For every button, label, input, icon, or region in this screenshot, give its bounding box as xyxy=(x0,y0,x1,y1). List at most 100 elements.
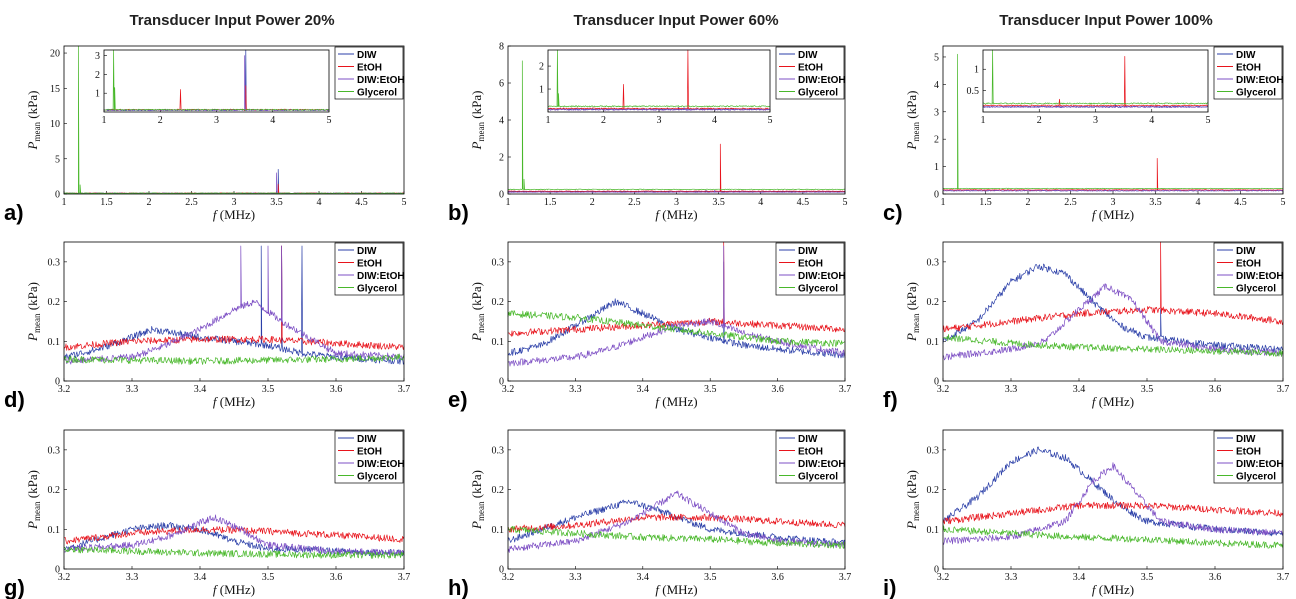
series-line-etoh xyxy=(942,501,1284,525)
x-tick-label: 2 xyxy=(590,197,595,208)
series-line-glycerol xyxy=(983,49,1208,105)
x-tick-label: 2.5 xyxy=(628,197,641,208)
y-tick-label: 2 xyxy=(499,153,504,164)
x-tick-label: 3.2 xyxy=(502,384,515,395)
y-axis-label: Pmean (kPa) xyxy=(25,470,42,530)
chart-panel-h: 3.2 3.3 3.4 3.5 3.6 3.7 0 0.1 0.2 0.3 DIW EtOHDIW:E… xyxy=(448,429,851,599)
x-tick-label: 3.6 xyxy=(771,572,784,583)
plot-frame xyxy=(63,45,405,195)
y-tick-label: 0.1 xyxy=(48,525,61,536)
legend-entry: DIW xyxy=(798,434,818,445)
legend-entry: DIW xyxy=(798,246,818,257)
legend-entry: DIW:EtOH xyxy=(357,75,405,86)
series-line-glycerol xyxy=(507,60,846,191)
legend-entry: DIW:EtOH xyxy=(357,459,405,470)
y-tick-label: 0.3 xyxy=(48,445,61,456)
series-line-glycerol xyxy=(103,49,330,111)
x-tick-label: 4.5 xyxy=(797,197,810,208)
x-tick-label: 3 xyxy=(1093,115,1098,126)
series-line-glycerol xyxy=(942,525,1284,549)
panel-label: h) xyxy=(448,575,469,599)
x-tick-label: 1 xyxy=(506,197,511,208)
x-tick-label: 3.7 xyxy=(398,384,411,395)
inset-frame xyxy=(103,49,330,113)
series-line-etoh xyxy=(63,526,405,545)
y-tick-label: 0.2 xyxy=(927,485,940,496)
legend-entry: EtOH xyxy=(357,63,382,74)
legend-box xyxy=(1213,46,1283,100)
x-tick-label: 3.6 xyxy=(1209,572,1222,583)
legend-entry: EtOH xyxy=(1236,63,1261,74)
series-line-glycerol xyxy=(63,546,405,559)
x-tick-label: 3.5 xyxy=(1149,197,1162,208)
y-tick-label: 3 xyxy=(934,107,939,118)
legend-entry: Glycerol xyxy=(798,472,838,483)
y-axis-label: Pmean (kPa) xyxy=(469,282,486,342)
plot-frame xyxy=(63,429,405,570)
x-tick-label: 3.4 xyxy=(1073,384,1086,395)
x-tick-label: 4 xyxy=(270,115,275,126)
x-tick-label: 3.3 xyxy=(126,572,139,583)
x-tick-label: 3 xyxy=(674,197,679,208)
x-axis-label: f (MHz) xyxy=(1092,582,1134,597)
x-tick-label: 3.5 xyxy=(270,197,283,208)
legend-entry: EtOH xyxy=(357,447,382,458)
legend-entry: Glycerol xyxy=(798,88,838,99)
panel-label: i) xyxy=(883,575,896,599)
x-tick-label: 3.4 xyxy=(194,572,207,583)
x-tick-label: 2 xyxy=(1026,197,1031,208)
x-tick-label: 5 xyxy=(1206,115,1211,126)
panel-label: c) xyxy=(883,200,903,225)
plot-axes: 3.2 3.3 3.4 3.5 3.6 3.7 0 0.1 0.2 0.3 xyxy=(927,257,1290,395)
y-tick-label: 20 xyxy=(50,49,60,60)
legend-entry: Glycerol xyxy=(1236,472,1276,483)
x-tick-label: 4.5 xyxy=(1234,197,1247,208)
x-tick-label: 1.5 xyxy=(979,197,992,208)
y-tick-label: 0 xyxy=(934,565,939,576)
chart-panel-g: 3.2 3.3 3.4 3.5 3.6 3.7 0 0.1 0.2 0.3 DIW EtOHDIW:E… xyxy=(4,429,410,599)
chart-panel-i: 3.2 3.3 3.4 3.5 3.6 3.7 0 0.1 0.2 0.3 DIW EtOHDIW:E… xyxy=(883,429,1289,599)
series-line-glycerol xyxy=(63,45,405,194)
legend-entry: EtOH xyxy=(798,63,823,74)
legend-entry: DIW:EtOH xyxy=(798,271,846,282)
legend-entry: EtOH xyxy=(798,259,823,270)
legend-entry: DIW:EtOH xyxy=(798,459,846,470)
x-axis-label: f (MHz) xyxy=(213,394,255,409)
series-line-etoh xyxy=(507,241,846,337)
legend-entry: Glycerol xyxy=(357,472,397,483)
x-tick-label: 3 xyxy=(1111,197,1116,208)
series-line-glycerol xyxy=(548,49,771,108)
legend-entry: DIW xyxy=(357,246,377,257)
x-tick-label: 1.5 xyxy=(100,197,113,208)
chart-panel-b: 1 1.5 2 2.5 3 3.5 4 4.5 5 0 2 4 6 8 1 2 3 4 5 1 2 DIW EtOHDIW:… xyxy=(448,42,848,226)
y-tick-label: 0.3 xyxy=(927,445,940,456)
x-axis-label: f (MHz) xyxy=(655,582,697,597)
y-tick-label: 0.3 xyxy=(48,257,61,268)
legend-box xyxy=(775,46,845,100)
x-tick-label: 3 xyxy=(657,115,662,126)
y-tick-label: 1 xyxy=(974,65,979,76)
series-line-diw-etoh xyxy=(547,107,771,111)
y-tick-label: 0.2 xyxy=(492,485,505,496)
y-tick-label: 0 xyxy=(934,190,939,201)
x-tick-label: 5 xyxy=(768,115,773,126)
x-tick-label: 3.7 xyxy=(839,384,852,395)
legend-entry: DIW xyxy=(1236,434,1256,445)
panel-label: e) xyxy=(448,387,468,412)
inset-axes: 1 2 3 4 5 1 2 xyxy=(539,62,773,126)
legend-entry: DIW xyxy=(357,434,377,445)
y-tick-label: 6 xyxy=(499,79,504,90)
legend-entry: DIW:EtOH xyxy=(1236,459,1284,470)
x-tick-label: 2.5 xyxy=(1064,197,1077,208)
x-tick-label: 4 xyxy=(758,197,763,208)
series-line-etoh xyxy=(942,241,1284,333)
series-line-diw-etoh xyxy=(507,245,846,367)
x-tick-label: 3.6 xyxy=(330,384,343,395)
x-tick-label: 3.2 xyxy=(58,572,71,583)
x-tick-label: 3.5 xyxy=(704,572,717,583)
legend-box xyxy=(334,46,404,100)
y-tick-label: 4 xyxy=(499,116,504,127)
